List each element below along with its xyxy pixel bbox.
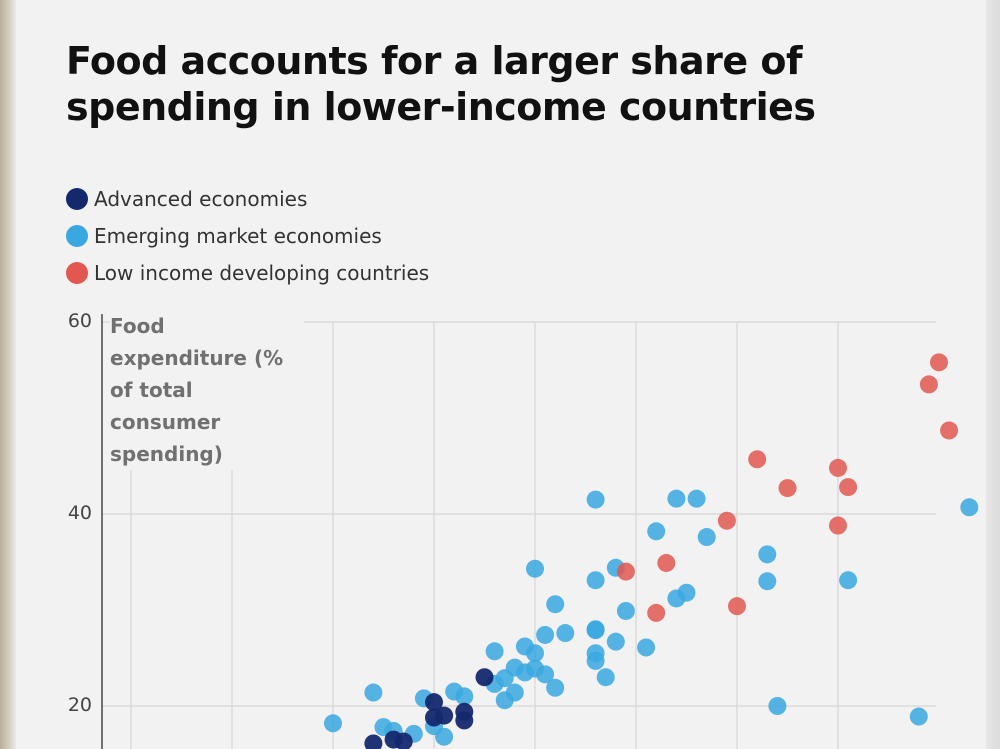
data-point-emerging-market-economies <box>505 683 524 702</box>
data-point-emerging-market-economies <box>526 559 544 578</box>
y-tick-label-20: 20 <box>67 694 92 716</box>
data-point-emerging-market-economies <box>647 522 666 541</box>
data-point-emerging-market-economies <box>687 489 706 508</box>
data-point-emerging-market-economies <box>596 668 615 687</box>
data-point-low-income-developing-countries <box>839 478 858 497</box>
data-point-emerging-market-economies <box>536 625 555 644</box>
data-point-low-income-developing-countries <box>616 562 635 581</box>
page-edge-left <box>0 0 16 749</box>
data-points <box>324 353 979 749</box>
data-point-emerging-market-economies <box>586 490 605 509</box>
data-point-emerging-market-economies <box>455 687 474 706</box>
data-point-emerging-market-economies <box>586 571 605 590</box>
data-point-emerging-market-economies <box>324 714 342 733</box>
data-point-low-income-developing-countries <box>829 516 847 535</box>
chart-title: Food accounts for a larger share of spen… <box>66 39 816 129</box>
data-point-emerging-market-economies <box>758 572 777 591</box>
data-point-advanced-economies <box>394 732 413 749</box>
data-point-low-income-developing-countries <box>778 479 797 498</box>
data-point-emerging-market-economies <box>960 498 979 517</box>
data-point-emerging-market-economies <box>546 678 565 697</box>
data-point-advanced-economies <box>475 668 494 687</box>
data-point-emerging-market-economies <box>768 697 787 715</box>
data-point-emerging-market-economies <box>606 632 625 651</box>
legend-label-emerging: Emerging market economies <box>94 223 382 248</box>
data-point-advanced-economies <box>425 708 443 727</box>
y-tick-label-60: 60 <box>67 310 92 332</box>
data-point-low-income-developing-countries <box>647 603 666 622</box>
data-point-low-income-developing-countries <box>717 511 736 530</box>
data-point-emerging-market-economies <box>556 624 575 643</box>
y-axis-label: Food expenditure (% of total consumer sp… <box>110 310 304 470</box>
data-point-low-income-developing-countries <box>657 553 676 572</box>
data-point-emerging-market-economies <box>586 651 605 670</box>
data-point-emerging-market-economies <box>697 528 716 547</box>
data-point-low-income-developing-countries <box>930 353 948 372</box>
data-point-emerging-market-economies <box>485 642 504 661</box>
data-point-advanced-economies <box>364 734 383 749</box>
data-point-emerging-market-economies <box>526 644 544 663</box>
legend-item-advanced: Advanced economies <box>66 180 429 217</box>
legend: Advanced economies Emerging market econo… <box>66 180 429 291</box>
data-point-advanced-economies <box>455 711 474 730</box>
data-point-advanced-economies <box>425 693 443 712</box>
data-point-emerging-market-economies <box>536 665 555 684</box>
legend-swatch-advanced <box>66 187 88 210</box>
legend-swatch-low-income <box>66 261 88 284</box>
legend-label-low-income: Low income developing countries <box>94 260 430 285</box>
legend-label-advanced: Advanced economies <box>94 186 308 211</box>
data-point-emerging-market-economies <box>909 707 928 726</box>
data-point-low-income-developing-countries <box>748 450 767 469</box>
y-tick-label-40: 40 <box>67 502 92 524</box>
data-point-low-income-developing-countries <box>940 421 959 440</box>
data-point-emerging-market-economies <box>677 583 696 602</box>
data-point-low-income-developing-countries <box>829 458 847 477</box>
data-point-emerging-market-economies <box>364 683 383 702</box>
data-point-emerging-market-economies <box>435 727 454 746</box>
data-point-emerging-market-economies <box>758 545 777 564</box>
data-point-emerging-market-economies <box>637 638 656 657</box>
data-point-low-income-developing-countries <box>728 597 746 616</box>
data-point-emerging-market-economies <box>616 601 635 620</box>
data-point-emerging-market-economies <box>586 621 605 640</box>
legend-swatch-emerging <box>66 224 88 247</box>
data-point-emerging-market-economies <box>667 489 686 508</box>
data-point-emerging-market-economies <box>839 571 858 590</box>
data-point-emerging-market-economies <box>546 595 565 614</box>
legend-item-low-income: Low income developing countries <box>66 254 429 291</box>
page-edge-right <box>986 0 1000 749</box>
legend-item-emerging: Emerging market economies <box>66 217 429 254</box>
data-point-low-income-developing-countries <box>919 375 938 394</box>
